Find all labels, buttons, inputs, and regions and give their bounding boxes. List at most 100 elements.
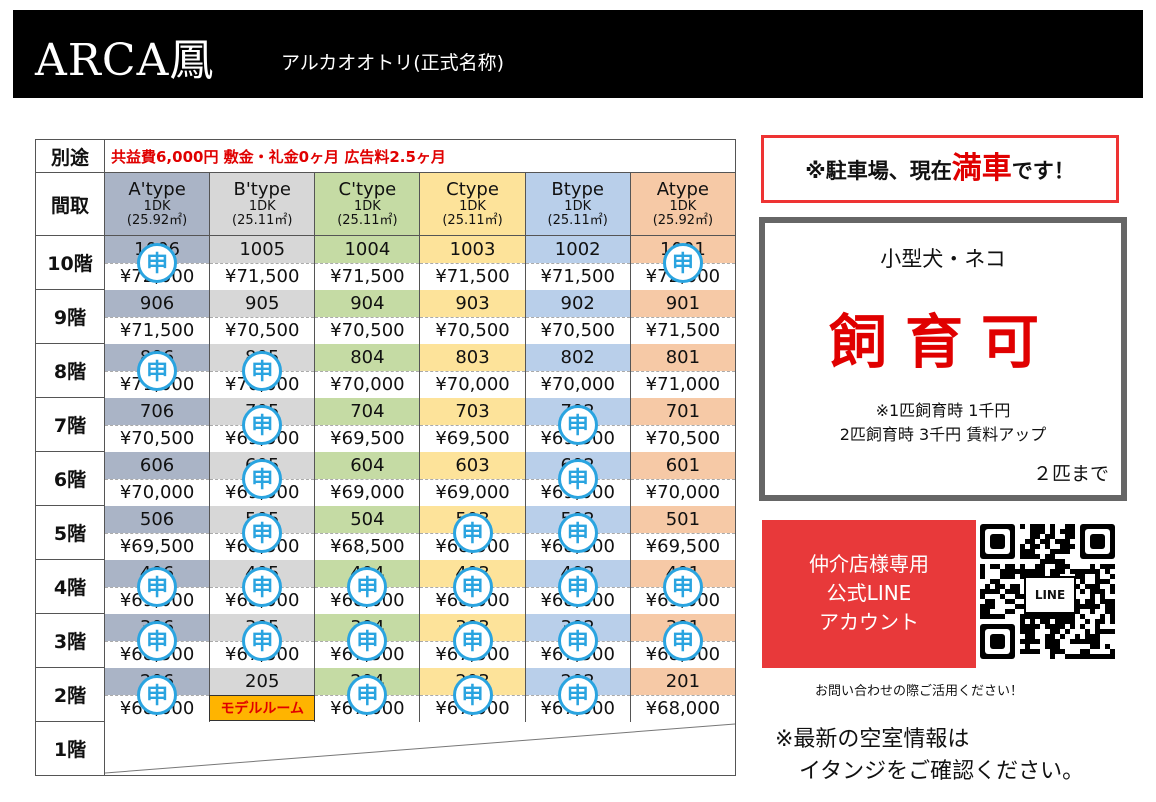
room-number: 902 (525, 290, 630, 317)
unit-cell[interactable]: 902 ¥70,500 (524, 289, 631, 344)
unit-cell[interactable]: 901 ¥71,500 (629, 289, 737, 344)
line-text-1: 仲介店様専用 (809, 552, 929, 576)
unit-cell[interactable]: 1004 ¥71,500 (314, 235, 421, 290)
unit-cell[interactable]: 604 ¥69,000 (314, 451, 421, 506)
application-stamp-icon: 申 (452, 620, 493, 661)
application-stamp-icon: 申 (242, 512, 283, 553)
room-number: 201 (630, 668, 735, 695)
unit-cell[interactable]: 802 ¥70,000 (524, 343, 631, 398)
unit-cell[interactable]: 506 ¥69,500 (103, 505, 211, 560)
unit-cell[interactable]: 905 ¥70,500 (209, 289, 316, 344)
room-number: 1003 (420, 236, 525, 263)
parking-suffix: です！ (1011, 159, 1075, 183)
unit-cell[interactable]: 601 ¥70,000 (629, 451, 737, 506)
application-stamp-icon: 申 (662, 620, 703, 661)
rent-price: ¥71,500 (420, 263, 525, 290)
pet-title: 小型犬・ネコ (880, 247, 1006, 271)
unit-cell[interactable]: 704 ¥69,500 (314, 397, 421, 452)
application-stamp-icon: 申 (452, 566, 493, 607)
unit-cell[interactable]: 603 ¥69,000 (419, 451, 526, 506)
room-number: 803 (420, 344, 525, 371)
line-text-3: アカウント (819, 610, 919, 634)
unit-cell[interactable]: 801 ¥71,000 (629, 343, 737, 398)
unit-cell[interactable]: 1002 ¥71,500 (524, 235, 631, 290)
unit-cell[interactable]: 1003 ¥71,500 (419, 235, 526, 290)
unit-cell[interactable]: 703 ¥69,500 (419, 397, 526, 452)
floor-row: 8階806¥71,000申805¥70,000申804¥70,000803¥70… (35, 343, 737, 398)
unit-cell[interactable]: 803 ¥70,000 (419, 343, 526, 398)
model-room-badge: モデルルーム (209, 695, 316, 721)
unit-cell[interactable]: 501 ¥69,500 (629, 505, 737, 560)
rent-price: ¥70,500 (630, 425, 735, 452)
pet-fee-note-1: ※1匹飼育時 1千円 (875, 401, 1011, 420)
application-stamp-icon: 申 (662, 566, 703, 607)
pet-allowed: 飼育可 (828, 308, 1057, 376)
room-number: 1002 (525, 236, 630, 263)
rent-price: ¥69,500 (630, 533, 735, 560)
rent-price: ¥71,500 (105, 317, 210, 344)
type-area: (25.11㎡) (547, 213, 608, 228)
room-number: 804 (315, 344, 420, 371)
application-stamp-icon: 申 (137, 674, 178, 715)
line-logo-icon: LINE (1024, 576, 1076, 614)
rent-price: ¥70,500 (210, 317, 315, 344)
unit-cell[interactable]: 804 ¥70,000 (314, 343, 421, 398)
type-layout: 1DK (564, 199, 592, 214)
qr-code[interactable]: LINE (976, 520, 1120, 668)
extra-fees: 共益費6,000円 敷金・礼金0ヶ月 広告料2.5ヶ月 (104, 139, 736, 173)
unit-cell[interactable]: 606 ¥70,000 (103, 451, 211, 506)
line-text-2: 公式LINE (826, 581, 912, 605)
unit-cell[interactable]: 201 ¥68,000 (629, 667, 737, 722)
unit-cell[interactable]: 504 ¥68,500 (314, 505, 421, 560)
diagonal-line (105, 723, 735, 774)
application-stamp-icon: 申 (242, 566, 283, 607)
floor-row-1: 1階 (35, 721, 736, 776)
floor-row: 10階1006¥72,000申1005¥71,5001004¥71,500100… (35, 235, 737, 290)
room-number: 603 (420, 452, 525, 479)
rent-price: ¥71,500 (525, 263, 630, 290)
rent-price: ¥71,500 (630, 317, 735, 344)
application-stamp-icon: 申 (137, 620, 178, 661)
unit-cell[interactable]: 701 ¥70,500 (629, 397, 737, 452)
unit-cell[interactable]: 706 ¥70,500 (103, 397, 211, 452)
room-number: 701 (630, 398, 735, 425)
unit-cell[interactable]: 903 ¥70,500 (419, 289, 526, 344)
application-stamp-icon: 申 (137, 350, 178, 391)
unit-cell[interactable]: 1005 ¥71,500 (209, 235, 316, 290)
application-stamp-icon: 申 (557, 674, 598, 715)
type-name: Btype (551, 179, 604, 200)
room-number: 504 (315, 506, 420, 533)
room-number: 501 (630, 506, 735, 533)
unit-cell[interactable]: 205¥67,000モデルルーム (209, 667, 316, 722)
type-area: (25.11㎡) (442, 213, 503, 228)
unit-cell[interactable]: 904 ¥70,500 (314, 289, 421, 344)
unit-cell[interactable]: 906 ¥71,500 (103, 289, 211, 344)
